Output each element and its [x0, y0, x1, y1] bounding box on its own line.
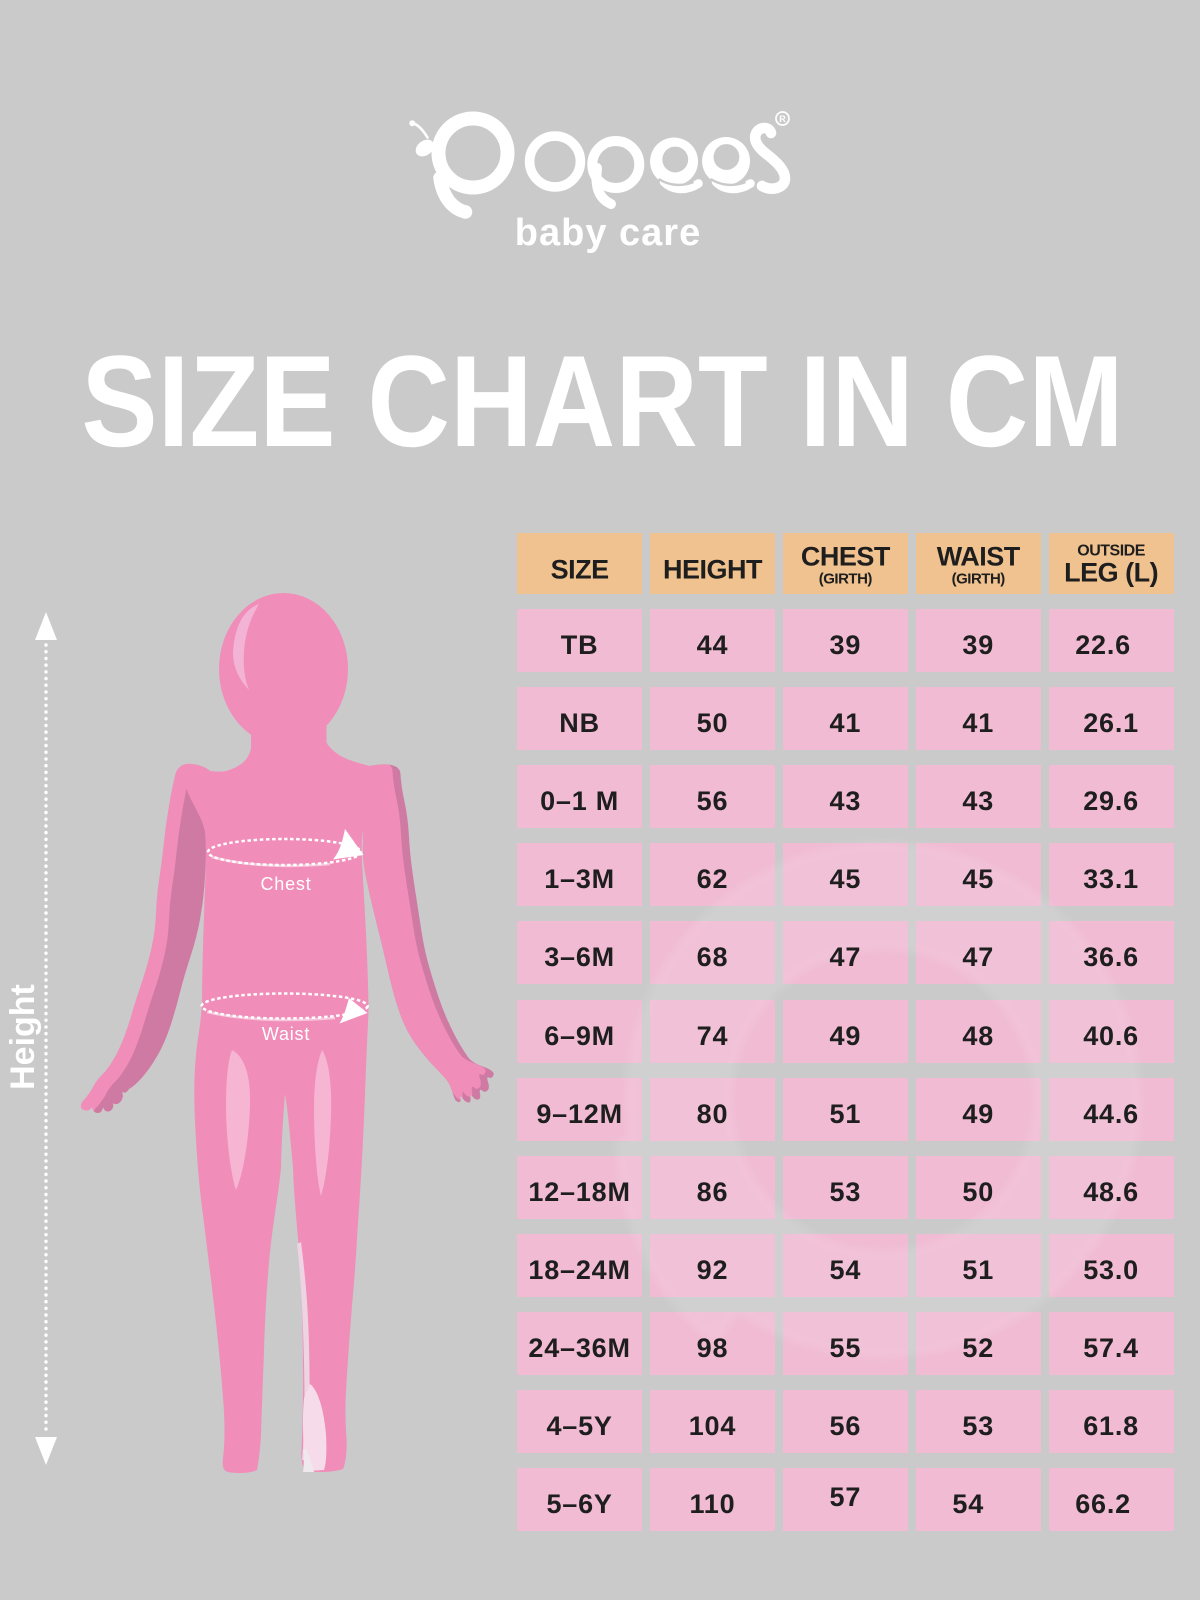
svg-text:Chest: Chest — [260, 874, 311, 894]
svg-text:R: R — [779, 114, 786, 124]
svg-text:Waist: Waist — [262, 1024, 310, 1044]
svg-text:Height: Height — [4, 984, 42, 1090]
svg-text:baby care: baby care — [515, 212, 701, 254]
